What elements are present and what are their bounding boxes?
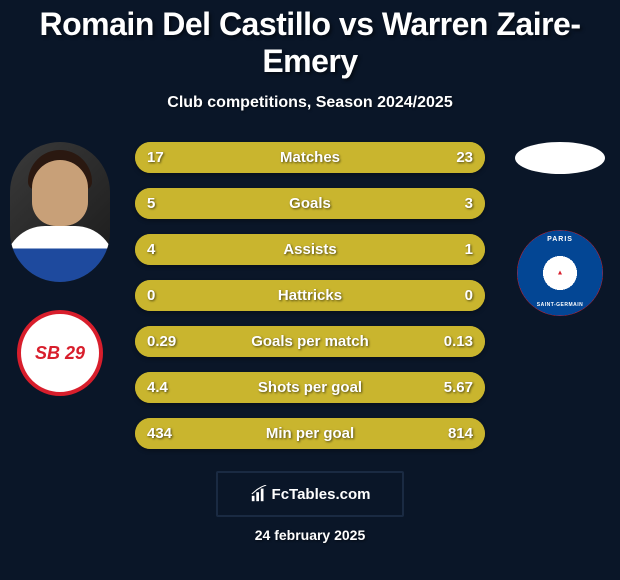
crest-text-bot: SAINT-GERMAIN bbox=[517, 302, 603, 308]
date-label: 24 february 2025 bbox=[0, 527, 620, 543]
stat-value-right: 0 bbox=[465, 287, 473, 304]
left-player-column: SB 29 bbox=[0, 142, 120, 396]
stat-row: 0Hattricks0 bbox=[135, 280, 485, 311]
stat-label: Shots per goal bbox=[135, 379, 485, 396]
stat-row: 4.4Shots per goal5.67 bbox=[135, 372, 485, 403]
stat-value-right: 23 bbox=[456, 149, 473, 166]
comparison-bars: 17Matches23 5Goals3 4Assists1 0Hattricks0 0.… bbox=[135, 142, 485, 449]
stat-row: 5Goals3 bbox=[135, 188, 485, 219]
stat-label: Goals bbox=[135, 195, 485, 212]
club-crest-psg: PARIS SAINT-GERMAIN bbox=[517, 230, 603, 316]
subtitle: Club competitions, Season 2024/2025 bbox=[0, 94, 620, 112]
stat-value-right: 3 bbox=[465, 195, 473, 212]
player-badge-right bbox=[515, 142, 605, 174]
club-crest-brest: SB 29 bbox=[17, 310, 103, 396]
stat-value-right: 814 bbox=[448, 425, 473, 442]
site-name: FcTables.com bbox=[272, 486, 371, 503]
stat-label: Assists bbox=[135, 241, 485, 258]
stat-label: Hattricks bbox=[135, 287, 485, 304]
stat-row: 434Min per goal814 bbox=[135, 418, 485, 449]
stat-value-right: 0.13 bbox=[444, 333, 473, 350]
stat-label: Goals per match bbox=[135, 333, 485, 350]
stat-value-right: 5.67 bbox=[444, 379, 473, 396]
stat-label: Min per goal bbox=[135, 425, 485, 442]
site-badge: FcTables.com bbox=[216, 471, 404, 517]
page-title: Romain Del Castillo vs Warren Zaire-Emer… bbox=[0, 0, 620, 80]
stat-value-right: 1 bbox=[465, 241, 473, 258]
stat-row: 0.29Goals per match0.13 bbox=[135, 326, 485, 357]
chart-icon bbox=[250, 485, 268, 503]
comparison-content: SB 29 PARIS SAINT-GERMAIN 17Matches23 5Go… bbox=[0, 142, 620, 449]
crest-text-top: PARIS bbox=[517, 236, 603, 243]
stat-label: Matches bbox=[135, 149, 485, 166]
player-photo-left bbox=[10, 142, 110, 282]
stat-row: 17Matches23 bbox=[135, 142, 485, 173]
crest-text: SB 29 bbox=[35, 345, 85, 361]
stat-row: 4Assists1 bbox=[135, 234, 485, 265]
right-player-column: PARIS SAINT-GERMAIN bbox=[500, 142, 620, 316]
